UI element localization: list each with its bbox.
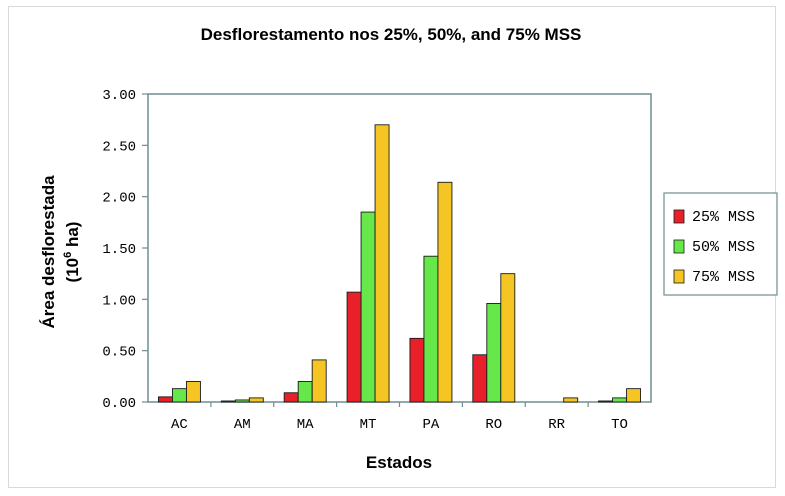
bars (157, 124, 642, 403)
bar (171, 388, 187, 403)
bar (185, 381, 201, 403)
legend-swatch (673, 269, 685, 284)
bar (360, 211, 376, 403)
y-axis-ticks: 0.00 0.50 1.00 1.50 2.00 2.50 3.00 (102, 88, 148, 412)
bar (409, 337, 425, 403)
bar (374, 124, 390, 403)
legend-label: 50% MSS (692, 239, 755, 256)
x-tick-label: TO (611, 417, 628, 433)
bar (311, 359, 327, 403)
y-tick-label: 1.50 (102, 242, 136, 258)
x-tick-label: AM (234, 417, 251, 433)
y-axis-label-line2: (106 ha) (62, 222, 82, 283)
y-tick-label: 1.00 (102, 293, 136, 309)
y-axis-label-prefix: (10 (63, 258, 82, 283)
y-axis-label-line1: Área desflorestada (39, 175, 58, 329)
y-tick-label: 2.00 (102, 191, 136, 207)
y-tick-label: 0.50 (102, 345, 136, 361)
bar (283, 392, 299, 403)
bar (297, 381, 313, 403)
bar (612, 397, 628, 403)
bar (346, 291, 362, 403)
bar (248, 397, 264, 403)
chart-title: Desflorestamento nos 25%, 50%, and 75% M… (201, 25, 582, 44)
y-tick-label: 3.00 (102, 88, 136, 104)
bar (500, 273, 516, 403)
bar (486, 302, 502, 403)
legend-label: 25% MSS (692, 209, 755, 226)
y-axis-label-suffix: ha) (63, 222, 82, 252)
x-axis-label: Estados (366, 453, 432, 472)
legend: 25% MSS 50% MSS 75% MSS (673, 209, 755, 286)
legend-swatch (673, 209, 685, 224)
x-axis-ticks: AC AM MA MT PA RO RR TO (171, 402, 628, 433)
y-tick-label: 2.50 (102, 139, 136, 155)
bar (626, 388, 642, 403)
bar (157, 396, 173, 403)
x-tick-label: RR (548, 417, 565, 433)
x-tick-label: PA (423, 417, 440, 433)
x-tick-label: RO (485, 417, 502, 433)
y-axis-label-sup: 6 (62, 252, 74, 258)
bar (220, 400, 236, 403)
bar (234, 399, 250, 403)
legend-label: 75% MSS (692, 269, 755, 286)
y-tick-label: 0.00 (102, 396, 136, 412)
bar (423, 255, 439, 403)
plot-area (147, 93, 652, 403)
x-tick-label: AC (171, 417, 188, 433)
x-tick-label: MA (297, 417, 314, 433)
bar (437, 181, 453, 403)
legend-swatch (673, 239, 685, 254)
bar (472, 354, 488, 403)
x-tick-label: MT (360, 417, 377, 433)
y-axis-label: Área desflorestada (106 ha) (39, 175, 82, 329)
bar (563, 397, 579, 403)
bar (598, 400, 614, 403)
